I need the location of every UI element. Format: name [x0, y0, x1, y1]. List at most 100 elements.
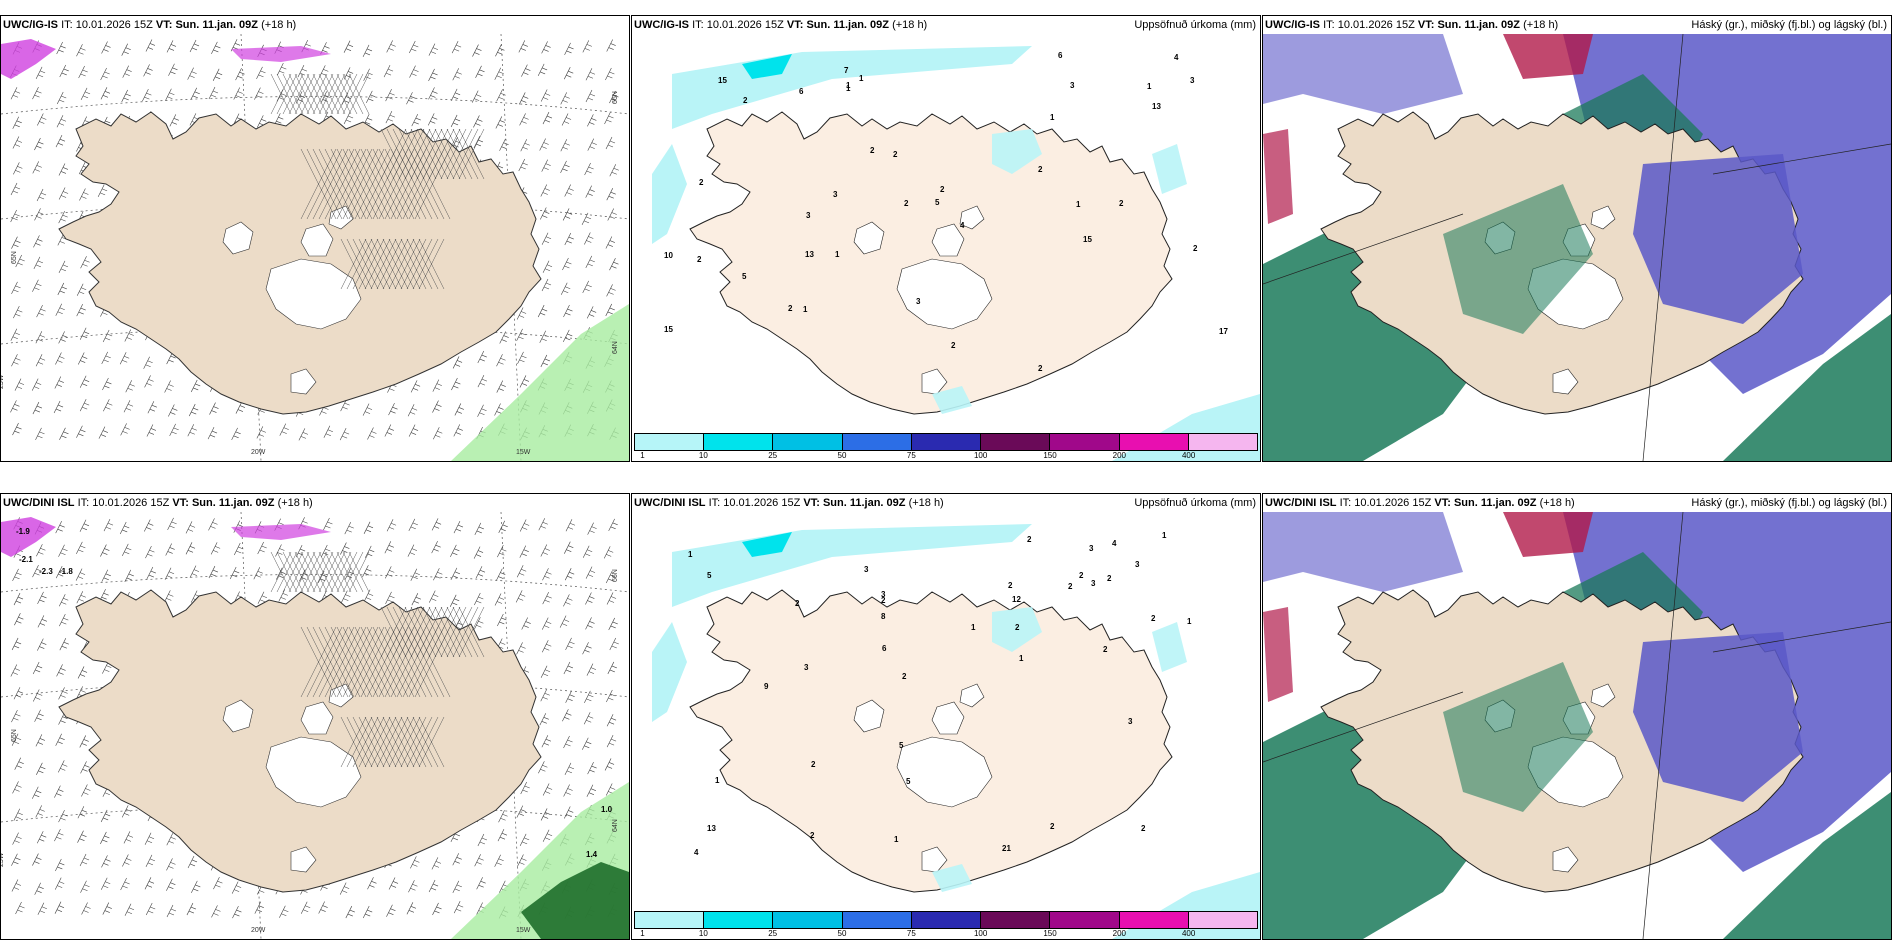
- iceland-landmass: [689, 111, 1173, 415]
- precip-amount-label: 1: [1019, 654, 1024, 663]
- valid-time: Sun. 11.jan. 09Z: [175, 19, 258, 31]
- colorbar-swatch: [635, 434, 705, 450]
- precip-amount-label: 12: [1012, 595, 1021, 604]
- precip-amount-label: 2: [795, 599, 800, 608]
- precip-core: [742, 54, 792, 79]
- panel-header: UWC/IG-IS IT: 10.01.2026 15Z VT: Sun. 11…: [1265, 18, 1887, 32]
- panel-header: UWC/IG-IS IT: 10.01.2026 15Z VT: Sun. 11…: [3, 18, 625, 32]
- colorbar-tick: 10: [698, 929, 708, 938]
- lead-time: (+18 h): [261, 19, 297, 31]
- model-name: UWC/IG-IS: [634, 19, 689, 31]
- precip-amount-label: 3: [1091, 579, 1096, 588]
- precip-amount-label: 3: [833, 190, 838, 199]
- glacier: [896, 258, 993, 330]
- precip-amount-label: 3: [1128, 717, 1133, 726]
- precip-amount-label: 2: [1079, 571, 1084, 580]
- glacier: [853, 221, 885, 255]
- precip-on-land: [992, 129, 1042, 174]
- init-time: 10.01.2026 15Z: [706, 19, 784, 31]
- map-area[interactable]: 21 8 1 1 13 12 2 1 5 5 3 1 3 2 2 3 1 3 9 4 3 2 2 1 2 2 2 3 2 2 1 2 2 2 4 3 5…: [632, 512, 1260, 939]
- model-name: UWC/IG-IS: [3, 19, 58, 31]
- precip-amount-label: 2: [743, 96, 748, 105]
- colorbar-swatch: [1188, 434, 1257, 450]
- colorbar-tick: 75: [906, 451, 916, 460]
- glacier: [1552, 368, 1579, 395]
- mid-cloud-over-land: [1633, 632, 1803, 802]
- precip-amount-label: 3: [1190, 76, 1195, 85]
- map-area[interactable]: [1263, 34, 1891, 461]
- panel-header: UWC/IG-IS IT: 10.01.2026 15Z VT: Sun. 11…: [634, 18, 1256, 32]
- precip-amount-label: 1: [803, 305, 808, 314]
- mid-cloud-area: [1263, 512, 1463, 592]
- graticule: [1263, 34, 1891, 461]
- precip-amount-label: 3: [881, 590, 886, 599]
- glacier: [265, 736, 362, 808]
- colorbar-tick: 400: [1181, 929, 1196, 938]
- precip-amount-label: 1: [1076, 200, 1081, 209]
- precip-band: [672, 524, 1032, 607]
- init-time-label: IT:: [61, 19, 73, 31]
- precip-amount-label: 1: [688, 550, 693, 559]
- glacier: [222, 221, 254, 255]
- precip-amount-label: 2: [940, 185, 945, 194]
- glacier: [290, 846, 317, 873]
- precip-amount-label: 1: [1187, 617, 1192, 626]
- field-title: Uppsöfnuð úrkoma (mm): [1134, 497, 1256, 509]
- precip-amount-label: 8: [881, 612, 886, 621]
- precip-amount-label: 2: [1107, 574, 1112, 583]
- precip-amount-label: 1: [1050, 113, 1055, 122]
- precip-amount-label: 1: [1162, 531, 1167, 540]
- precip-amount-label: 4: [694, 848, 699, 857]
- map-area[interactable]: 5 10 15 3 2 13 15 17 15 4 1 2 2 2 5 6 6 7 3 4 3 1 2 1 1 2 2 2 2 1 1 13 2…: [632, 34, 1260, 461]
- model-name: UWC/DINI ISL: [3, 497, 75, 509]
- valid-time: Sun. 11.jan. 09Z: [806, 19, 889, 31]
- precip-amount-label: 1: [835, 250, 840, 259]
- precip-amount-label: 9: [764, 682, 769, 691]
- graticule: [1263, 512, 1891, 939]
- precip-amount-label: 5: [899, 741, 904, 750]
- panel-header: UWC/DINI ISL IT: 10.01.2026 15Z VT: Sun.…: [1265, 496, 1887, 510]
- lead-time: (+18 h): [892, 19, 928, 31]
- high-cloud-area: [1723, 792, 1891, 939]
- precip-colorbar: 1 10 25 50 75 100 150 200 400: [634, 433, 1258, 460]
- precip-amount-label: 2: [1068, 582, 1073, 591]
- precip-amount-label: 2: [1008, 581, 1013, 590]
- precip-amount-label: 2: [904, 199, 909, 208]
- init-time-label: IT:: [1339, 497, 1352, 509]
- glacier: [300, 701, 334, 735]
- axis-label: 15W: [516, 449, 531, 456]
- magenta-precip-area: [1, 39, 56, 79]
- precip-hatching: [270, 73, 485, 290]
- precip-amount-label: 3: [864, 565, 869, 574]
- axis-label: 64N: [612, 819, 619, 832]
- map-area[interactable]: 20W 15W 25W 65N 64N 66N: [1, 34, 629, 461]
- colorbar-swatch: [1188, 912, 1257, 928]
- precip-on-land: [1152, 144, 1187, 194]
- colorbar-tick: 100: [973, 451, 988, 460]
- convective-area: [1503, 34, 1593, 79]
- map-area[interactable]: [1263, 512, 1891, 939]
- precip-amount-label: 1: [1147, 82, 1152, 91]
- precip-amount-label: 13: [805, 250, 814, 259]
- init-time-label: IT:: [1323, 19, 1335, 31]
- precip-amount-label: 15: [718, 76, 727, 85]
- colorbar-tick: 100: [973, 929, 988, 938]
- colorbar-swatch: [773, 912, 843, 928]
- contour-label: -2.3: [39, 567, 53, 576]
- precip-amount-label: 2: [1103, 645, 1108, 654]
- lead-time: (+18 h): [908, 497, 944, 509]
- precip-on-land: [992, 607, 1042, 652]
- field-title: Uppsöfnuð úrkoma (mm): [1134, 19, 1256, 31]
- precip-amount-label: 13: [1152, 102, 1161, 111]
- contour-label: 1.4: [586, 850, 598, 859]
- glacier: [300, 223, 334, 257]
- precip-band: [652, 144, 687, 244]
- precip-amount-label: 2: [788, 304, 793, 313]
- map-panel: UWC/IG-IS IT: 10.01.2026 15Z VT: Sun. 11…: [0, 15, 630, 462]
- map-area[interactable]: 20W 15W 25W 65N 64N 66N -1.9 -2.1 -2.3 -1.8 1.0 1.4: [1, 512, 629, 939]
- axis-label: 25W: [1, 852, 5, 867]
- valid-time-label: VT:: [1417, 19, 1435, 31]
- glacier: [290, 368, 317, 395]
- precip-amount-label: 10: [664, 251, 673, 260]
- lead-time: (+18 h): [1539, 497, 1575, 509]
